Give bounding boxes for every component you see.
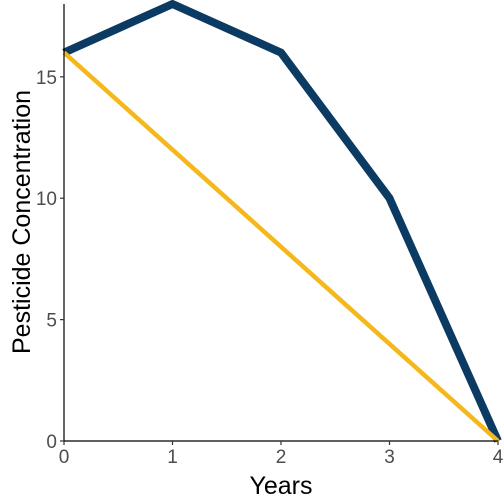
y-ticks: 0 5 10 15 (36, 68, 64, 453)
x-axis-title: Years (249, 472, 312, 500)
y-tick-label: 5 (46, 311, 57, 332)
y-tick-label: 15 (36, 68, 57, 89)
x-tick-label: 2 (276, 447, 287, 468)
series-line-2 (62, 50, 500, 443)
series-layer (62, 0, 502, 443)
series-line-1 (62, 0, 502, 443)
x-tick-label: 0 (59, 447, 70, 468)
x-ticks: 0 1 2 3 4 (59, 441, 504, 468)
x-tick-label: 3 (384, 447, 395, 468)
x-tick-label: 1 (167, 447, 178, 468)
x-tick-label: 4 (493, 447, 504, 468)
y-axis-title: Pesticide Concentration (8, 90, 36, 354)
y-tick-label: 0 (46, 432, 57, 453)
y-tick-label: 10 (36, 189, 57, 210)
